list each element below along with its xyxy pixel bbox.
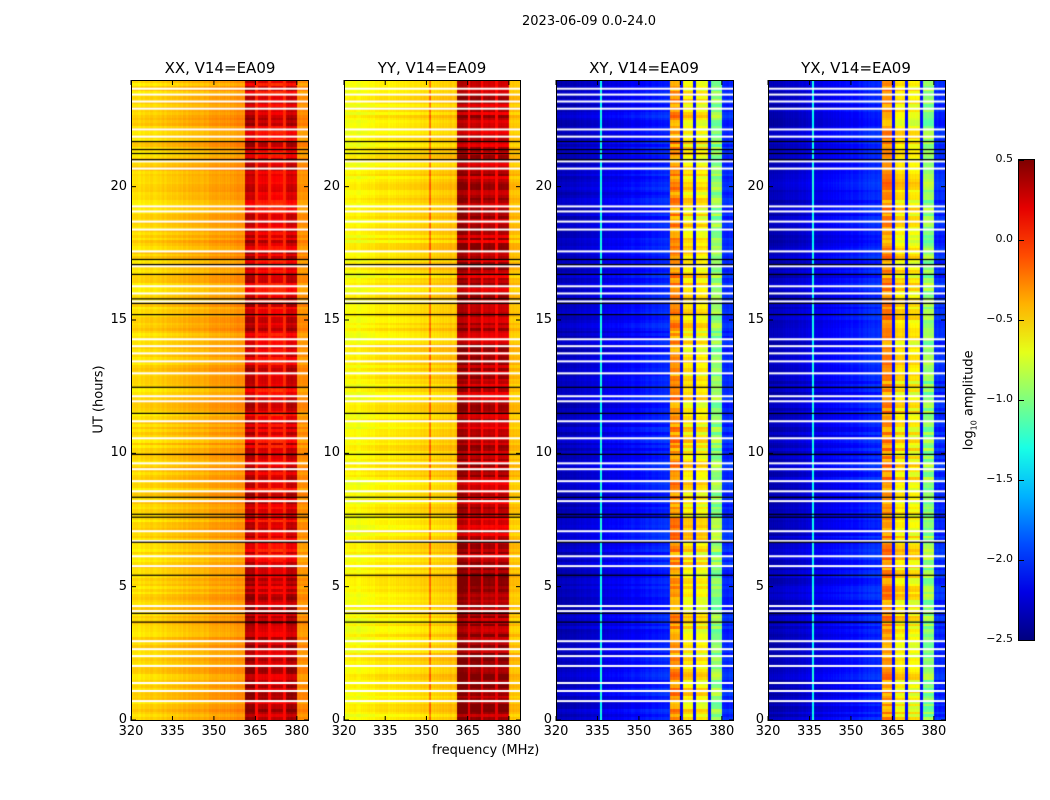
y-tick-label: 0: [118, 712, 127, 727]
x-tick-label: 380: [921, 724, 947, 739]
heatmap-xy: [556, 80, 734, 721]
colorbar: [1018, 159, 1035, 641]
colorbar-tick-label: −2.5: [986, 632, 1013, 645]
x-tick-label: 335: [797, 724, 822, 739]
y-tick-label: 15: [535, 312, 552, 327]
x-tick-label: 380: [496, 724, 522, 739]
panel-title-xy: XY, V14=EA09: [589, 59, 699, 77]
x-tick-label: 320: [331, 724, 357, 739]
colorbar-label-sub: 10: [969, 420, 979, 431]
y-tick-label: 10: [747, 445, 764, 461]
colorbar-tick-label: −1.0: [986, 392, 1013, 405]
x-tick-label: 365: [879, 724, 905, 739]
x-tick-label: 350: [626, 724, 652, 739]
y-tick-label: 5: [118, 578, 127, 594]
y-tick-label: 20: [110, 178, 127, 194]
y-tick-label: 20: [747, 178, 764, 194]
y-tick-label: 0: [543, 712, 552, 727]
x-tick-label: 320: [755, 724, 781, 739]
colorbar-label-rest: amplitude: [961, 350, 977, 421]
colorbar-tick-mark: [1019, 160, 1024, 161]
y-tick-label: 10: [535, 445, 552, 461]
y-tick-label: 10: [110, 445, 127, 461]
colorbar-tick-label: 0.5: [995, 152, 1014, 165]
colorbar-tick-mark: [1019, 560, 1024, 561]
x-tick-label: 380: [709, 724, 735, 739]
x-tick-label: 320: [543, 724, 569, 739]
colorbar-tick-mark: [1019, 480, 1024, 481]
x-tick-label: 365: [455, 724, 481, 739]
heatmap-yy: [344, 80, 521, 721]
colorbar-tick-label: 0.0: [995, 232, 1014, 245]
y-tick-label: 5: [331, 578, 340, 594]
y-tick-label: 20: [323, 178, 340, 194]
x-tick-label: 350: [414, 724, 439, 739]
y-tick-label: 15: [110, 312, 127, 327]
x-tick-label: 335: [585, 724, 610, 739]
x-tick-label: 350: [201, 724, 227, 739]
panel-title-xx: XX, V14=EA09: [164, 59, 276, 77]
figure-title: 2023-06-09 0.0-24.0: [522, 14, 656, 29]
heatmap-yx: [768, 80, 946, 721]
panel-title-yx: YX, V14=EA09: [801, 59, 911, 77]
colorbar-tick-label: −0.5: [986, 312, 1013, 325]
y-tick-label: 5: [755, 578, 764, 594]
x-axis-label: frequency (MHz): [432, 743, 540, 758]
y-tick-label: 0: [331, 712, 340, 727]
heatmap-xx: [131, 80, 309, 721]
y-axis-label: UT (hours): [91, 365, 107, 434]
colorbar-tick-label: −2.0: [986, 552, 1013, 565]
colorbar-tick-label: −1.5: [986, 472, 1013, 485]
y-tick-label: 20: [535, 178, 552, 194]
x-tick-label: 320: [118, 724, 144, 739]
x-tick-label: 365: [242, 724, 268, 739]
x-tick-label: 335: [372, 724, 398, 739]
y-tick-label: 10: [323, 445, 340, 461]
x-tick-label: 350: [838, 724, 864, 739]
x-tick-label: 335: [160, 724, 185, 739]
x-tick-label: 365: [667, 724, 693, 739]
colorbar-label-log: log: [961, 430, 977, 451]
y-tick-label: 15: [747, 312, 764, 327]
y-tick-label: 0: [755, 712, 764, 727]
colorbar-tick-mark: [1019, 240, 1024, 241]
colorbar-tick-mark: [1019, 400, 1024, 401]
colorbar-tick-mark: [1019, 640, 1024, 641]
x-tick-label: 380: [284, 724, 310, 739]
panel-title-yy: YY, V14=EA09: [377, 59, 487, 77]
colorbar-tick-mark: [1019, 320, 1024, 321]
y-tick-label: 5: [543, 578, 552, 594]
y-tick-label: 15: [323, 312, 340, 327]
